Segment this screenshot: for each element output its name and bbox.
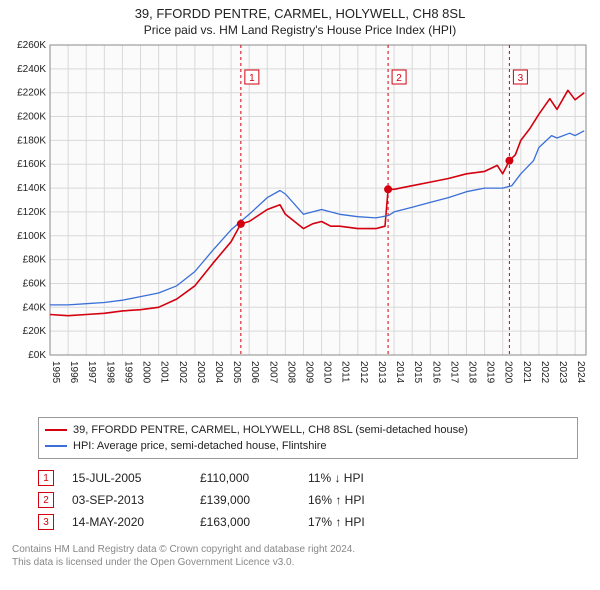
svg-text:£100K: £100K [17,231,46,242]
svg-text:2013: 2013 [376,361,387,384]
svg-text:2005: 2005 [231,361,242,384]
svg-text:2004: 2004 [213,361,224,384]
svg-text:£120K: £120K [17,207,46,218]
event-note: 11% ↓ HPI [308,471,364,485]
svg-text:2019: 2019 [485,361,496,384]
svg-text:2016: 2016 [430,361,441,384]
svg-text:1997: 1997 [86,361,97,384]
svg-text:2000: 2000 [141,361,152,384]
event-note: 16% ↑ HPI [308,493,365,507]
svg-text:2002: 2002 [177,361,188,384]
event-row: 1 15-JUL-2005 £110,000 11% ↓ HPI [38,467,578,489]
legend-swatch [45,445,67,447]
svg-text:2017: 2017 [448,361,459,384]
svg-text:2020: 2020 [503,361,514,384]
svg-text:£260K: £260K [17,41,46,51]
attribution-line: Contains HM Land Registry data © Crown c… [12,543,590,556]
svg-text:2018: 2018 [466,361,477,384]
legend-label: 39, FFORDD PENTRE, CARMEL, HOLYWELL, CH8… [73,424,468,436]
svg-text:£40K: £40K [23,302,47,313]
legend-label: HPI: Average price, semi-detached house,… [73,440,327,452]
svg-text:£160K: £160K [17,159,46,170]
svg-text:2021: 2021 [521,361,532,384]
legend-item: HPI: Average price, semi-detached house,… [45,438,571,454]
svg-text:£60K: £60K [23,278,47,289]
event-date: 14-MAY-2020 [72,515,182,529]
svg-text:£140K: £140K [17,183,46,194]
svg-text:1999: 1999 [122,361,133,384]
svg-text:£220K: £220K [17,88,46,99]
svg-text:2024: 2024 [575,361,586,384]
event-note: 17% ↑ HPI [308,515,365,529]
svg-text:2009: 2009 [304,361,315,384]
event-date: 15-JUL-2005 [72,471,182,485]
svg-text:£240K: £240K [17,64,46,75]
svg-text:£180K: £180K [17,135,46,146]
svg-text:1996: 1996 [68,361,79,384]
svg-text:2003: 2003 [195,361,206,384]
svg-text:1998: 1998 [104,361,115,384]
chart-svg: £0K £20K £40K £60K £80K £100K £120K £140K £160K £… [10,41,590,411]
event-price: £139,000 [200,493,290,507]
svg-text:2007: 2007 [267,361,278,384]
svg-text:£80K: £80K [23,255,47,266]
svg-text:£20K: £20K [23,326,47,337]
chart-title: 39, FFORDD PENTRE, CARMEL, HOLYWELL, CH8… [0,0,600,21]
svg-text:2015: 2015 [412,361,423,384]
svg-text:2014: 2014 [394,361,405,384]
event-row: 3 14-MAY-2020 £163,000 17% ↑ HPI [38,511,578,533]
svg-text:2022: 2022 [539,361,550,384]
legend-swatch [45,429,67,431]
svg-text:2001: 2001 [159,361,170,384]
event-marker: 2 [38,492,54,508]
event-price: £163,000 [200,515,290,529]
svg-text:1995: 1995 [50,361,61,384]
svg-text:3: 3 [518,73,524,84]
svg-text:1: 1 [249,73,255,84]
event-table: 1 15-JUL-2005 £110,000 11% ↓ HPI 2 03-SEP-201… [38,467,578,533]
legend-item: 39, FFORDD PENTRE, CARMEL, HOLYWELL, CH8… [45,422,571,438]
event-row: 2 03-SEP-2013 £139,000 16% ↑ HPI [38,489,578,511]
svg-text:£200K: £200K [17,112,46,123]
event-price: £110,000 [200,471,290,485]
chart-area: £0K £20K £40K £60K £80K £100K £120K £140K £160K £… [10,41,590,411]
svg-text:2008: 2008 [285,361,296,384]
attribution: Contains HM Land Registry data © Crown c… [12,543,590,569]
svg-text:£0K: £0K [28,350,46,361]
event-marker: 3 [38,514,54,530]
chart-subtitle: Price paid vs. HM Land Registry's House … [0,21,600,41]
svg-text:2012: 2012 [358,361,369,384]
svg-text:2023: 2023 [557,361,568,384]
svg-text:2011: 2011 [340,361,351,383]
svg-text:2010: 2010 [322,361,333,384]
attribution-line: This data is licensed under the Open Gov… [12,556,590,569]
event-date: 03-SEP-2013 [72,493,182,507]
svg-text:2006: 2006 [249,361,260,384]
legend: 39, FFORDD PENTRE, CARMEL, HOLYWELL, CH8… [38,417,578,459]
svg-text:2: 2 [396,73,402,84]
event-marker: 1 [38,470,54,486]
